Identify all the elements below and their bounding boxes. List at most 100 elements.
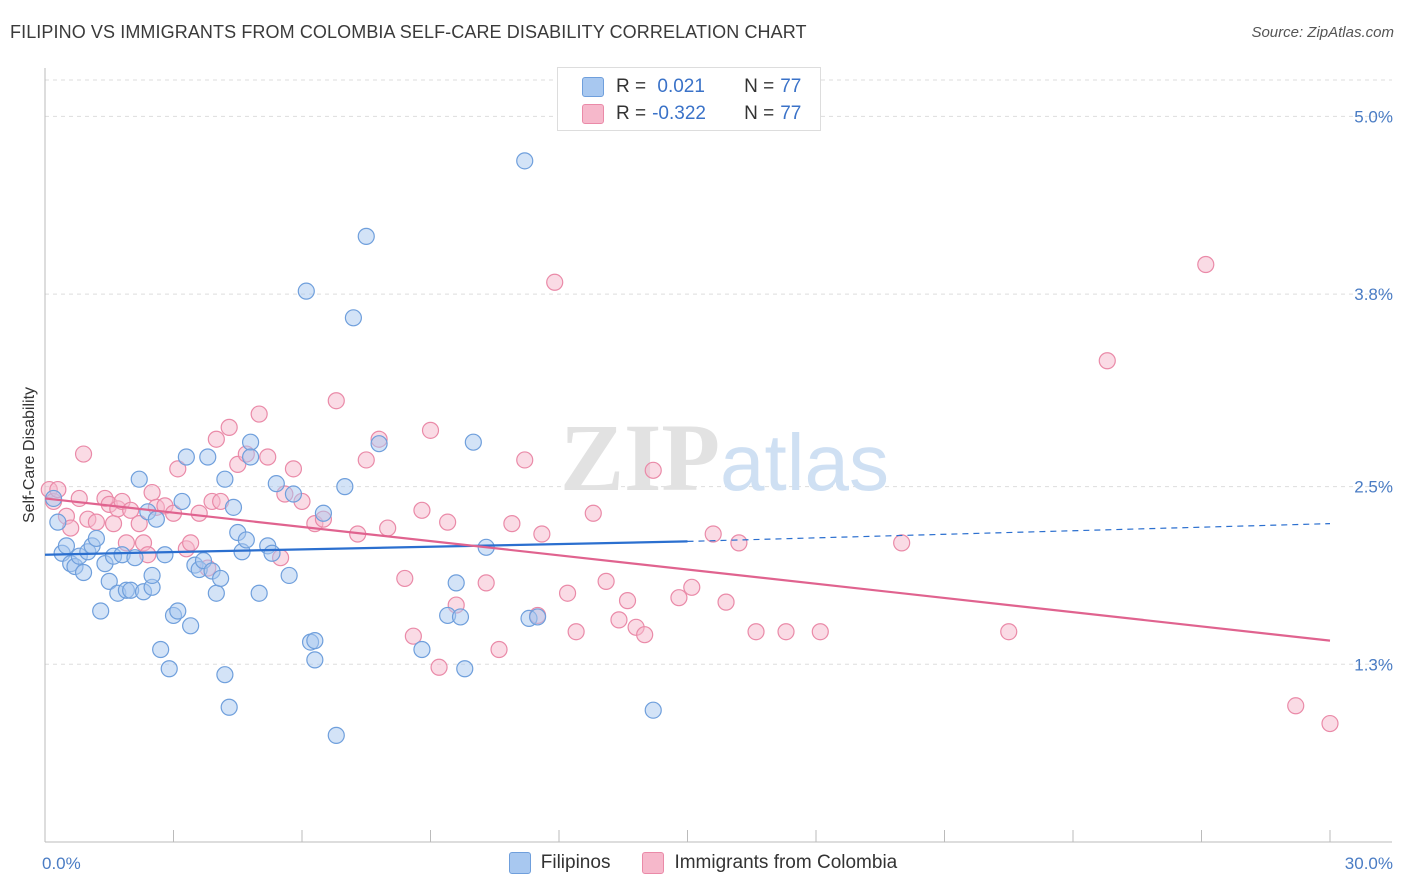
filipino-point — [306, 651, 324, 669]
colombia-point — [430, 658, 448, 676]
filipino-point — [182, 617, 200, 635]
colombia-point — [597, 572, 615, 590]
legend-row-filipinos: R = 0.021 N = 77 — [582, 75, 801, 99]
watermark-zip: ZIP — [560, 404, 720, 511]
filipino-point — [267, 475, 285, 493]
colombia-point — [670, 589, 688, 607]
y-tick-label: 1.3% — [1354, 655, 1393, 674]
x-tick-label: 30.0% — [1345, 854, 1393, 873]
colombia-point — [546, 273, 564, 291]
colombia-point — [644, 461, 662, 479]
source-credit: Source: ZipAtlas.com — [1251, 24, 1394, 41]
filipino-point — [156, 546, 174, 564]
filipino-point — [57, 537, 76, 555]
colombia-point — [1000, 623, 1018, 641]
legend-swatch-blue — [508, 852, 531, 874]
filipino-point — [147, 510, 165, 528]
legend-n-label: N = — [744, 76, 775, 97]
filipino-point — [447, 574, 465, 592]
filipino-point — [413, 640, 431, 659]
y-tick-label: 5.0% — [1354, 107, 1393, 126]
chart-title: FILIPINO VS IMMIGRANTS FROM COLOMBIA SEL… — [10, 22, 807, 42]
filipino-point — [464, 433, 482, 451]
filipino-trend-extension — [687, 523, 1331, 543]
colombia-point — [610, 611, 628, 629]
filipino-points — [44, 152, 662, 744]
colombia-point — [1098, 352, 1116, 370]
filipino-point — [516, 152, 534, 170]
colombia-point — [1287, 697, 1305, 715]
colombia-point — [618, 592, 637, 610]
y-tick-labels: 1.3% 2.5% 3.8% 5.0% — [1354, 107, 1393, 674]
filipino-point — [297, 282, 315, 300]
colombia-point — [122, 501, 140, 519]
colombia-trend-line — [44, 497, 1331, 642]
filipino-point — [199, 448, 217, 466]
legend-r-label: R = — [616, 103, 647, 124]
colombia-point — [259, 448, 277, 466]
y-tick-label: 3.8% — [1354, 285, 1393, 304]
legend-n-value: 77 — [780, 76, 802, 97]
legend-label-filipinos: Filipinos — [540, 852, 611, 873]
filipino-point — [644, 701, 662, 719]
colombia-point — [584, 504, 602, 522]
legend-swatch-blue — [582, 77, 604, 97]
colombia-point — [182, 534, 200, 552]
legend-r-value: -0.322 — [652, 103, 706, 124]
filipino-point — [160, 660, 178, 678]
colombia-point — [567, 623, 585, 641]
watermark: ZIP atlas — [560, 404, 889, 511]
filipino-point — [87, 529, 106, 548]
x-tick-labels: 0.0% 30.0% — [42, 854, 1393, 873]
colombia-point — [811, 623, 829, 641]
filipino-point — [263, 544, 281, 562]
colombia-point — [477, 574, 495, 592]
filipino-point — [314, 504, 333, 522]
colombia-point — [404, 627, 422, 645]
filipino-point — [336, 478, 354, 496]
colombia-point — [143, 483, 161, 502]
y-tick-label: 2.5% — [1354, 478, 1393, 497]
filipino-point — [216, 666, 234, 684]
colombia-point — [207, 430, 225, 448]
filipino-point — [242, 433, 260, 451]
colombia-point — [357, 451, 375, 469]
colombia-point — [421, 421, 440, 439]
colombia-point — [516, 451, 534, 469]
filipino-point — [143, 566, 161, 585]
filipino-point — [74, 563, 93, 582]
colombia-point — [130, 515, 148, 533]
colombia-point — [777, 623, 795, 641]
legend-n-value: 77 — [780, 103, 802, 124]
filipino-point — [284, 485, 303, 503]
colombia-point — [683, 578, 701, 596]
filipino-point — [92, 602, 110, 620]
legend-swatch-pink — [582, 104, 604, 124]
colombia-point — [70, 489, 88, 508]
filipino-point — [242, 448, 260, 466]
filipino-point — [177, 448, 195, 466]
filipino-point — [220, 698, 238, 716]
filipino-point — [212, 569, 230, 588]
legend-swatch-pink — [642, 852, 665, 874]
colombia-point — [169, 460, 187, 478]
filipino-point — [49, 513, 67, 531]
stats-legend: R = 0.021 N = 77 R = -0.322 N = 77 — [557, 67, 821, 131]
colombia-point — [730, 534, 748, 552]
colombia-point — [533, 525, 551, 543]
filipino-point — [100, 572, 118, 590]
filipino-point — [451, 608, 470, 626]
filipino-point — [216, 470, 234, 488]
colombia-point — [490, 640, 508, 659]
legend-r-value: 0.021 — [652, 76, 705, 97]
axes — [44, 68, 1392, 843]
colombia-point — [284, 460, 303, 478]
filipino-point — [456, 660, 474, 678]
legend-item-colombia: Immigrants from Colombia — [642, 852, 897, 874]
colombia-point — [1321, 714, 1339, 733]
filipino-point — [528, 608, 547, 626]
colombia-point — [87, 513, 106, 531]
filipino-point — [306, 632, 324, 650]
filipino-point — [370, 435, 388, 453]
